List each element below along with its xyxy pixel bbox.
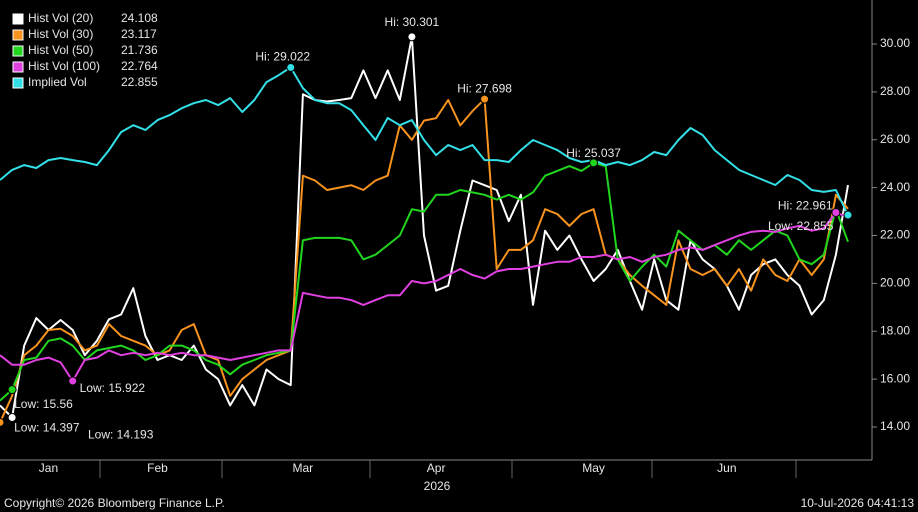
annotation-marker [7, 385, 17, 395]
x-tick-label: May [582, 461, 605, 475]
month-separators [99, 460, 797, 478]
legend-value: 22.764 [121, 59, 158, 73]
annotation-marker [286, 62, 296, 72]
annotation-marker [843, 210, 853, 220]
legend-swatch [12, 61, 24, 73]
annotation-marker [68, 376, 78, 386]
y-tick-label: 16.00 [880, 371, 910, 385]
legend: Hist Vol (20) 24.108 Hist Vol (30) 23.117 Hi… [12, 11, 158, 89]
legend-label: Implied Vol [28, 75, 87, 89]
legend-value: 21.736 [121, 43, 158, 57]
legend-swatch [12, 77, 24, 89]
annotation-label: Low: 14.397 [14, 421, 80, 435]
plot-area [0, 32, 853, 427]
annotation-marker [831, 208, 841, 218]
y-tick-label: 14.00 [880, 419, 910, 433]
annotation-marker [407, 32, 417, 42]
copyright: Copyright© 2026 Bloomberg Finance L.P. [4, 496, 225, 510]
annotation-label: Hi: 25.037 [566, 146, 621, 160]
annotation-marker [589, 158, 599, 168]
legend-swatch [12, 13, 24, 25]
annotation-label: Low: 22.855 [768, 219, 834, 233]
annotation-label: Hi: 27.698 [457, 81, 512, 95]
y-tick-label: 22.00 [880, 228, 910, 242]
legend-label: Hist Vol (100) [28, 59, 100, 73]
legend-swatch [12, 45, 24, 57]
series-line [0, 35, 849, 419]
annotation-marker [480, 94, 490, 104]
annotation-label: Low: 15.922 [80, 381, 146, 395]
legend-value: 22.855 [121, 75, 158, 89]
legend-value: 24.108 [121, 11, 158, 25]
annotation-label: Low: 14.193 [88, 428, 154, 442]
annotation-marker [7, 412, 17, 422]
timestamp: 10-Jul-2026 04:41:13 [801, 496, 915, 510]
y-tick-label: 26.00 [880, 132, 910, 146]
annotation-label: Low: 15.56 [14, 397, 73, 411]
series-line [0, 66, 849, 216]
x-year-label: 2026 [424, 479, 451, 493]
legend-label: Hist Vol (50) [28, 43, 93, 57]
y-tick-label: 20.00 [880, 276, 910, 290]
series-line [0, 98, 849, 423]
legend-box [0, 4, 166, 94]
x-tick-label: Mar [293, 461, 314, 475]
y-tick-label: 30.00 [880, 36, 910, 50]
legend-label: Hist Vol (30) [28, 27, 93, 41]
x-tick-label: Feb [147, 461, 168, 475]
annotation-label: Hi: 30.301 [385, 15, 440, 29]
legend-swatch [12, 29, 24, 41]
y-tick-label: 24.00 [880, 180, 910, 194]
annotation-marker [0, 417, 5, 427]
x-tick-label: Apr [427, 461, 446, 475]
annotation-label: Hi: 29.022 [255, 50, 310, 64]
y-tick-label: 28.00 [880, 84, 910, 98]
annotation-label: Hi: 22.961 [778, 199, 833, 213]
x-tick-label: Jun [717, 461, 736, 475]
x-tick-label: Jan [39, 461, 58, 475]
y-tick-label: 18.00 [880, 323, 910, 337]
legend-value: 23.117 [121, 27, 157, 41]
legend-label: Hist Vol (20) [28, 11, 93, 25]
series-line [0, 211, 849, 382]
